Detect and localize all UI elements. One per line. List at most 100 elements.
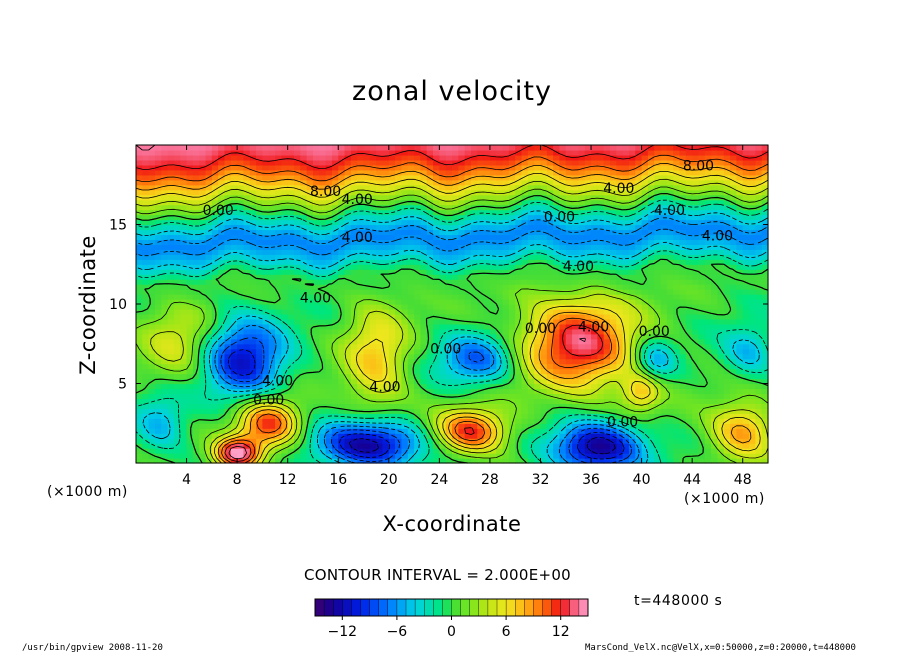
heatmap-cell	[496, 299, 504, 305]
heatmap-cell	[546, 219, 554, 226]
heatmap-cell	[414, 294, 421, 300]
heatmap-cell	[483, 299, 491, 305]
heatmap-cell	[723, 259, 731, 265]
heatmap-cell	[218, 418, 226, 424]
heatmap-cell	[496, 308, 504, 315]
heatmap-cell	[180, 368, 188, 375]
heatmap-cell	[218, 304, 226, 310]
heatmap-cell	[723, 274, 731, 280]
heatmap-cell	[553, 363, 561, 370]
heatmap-cell	[281, 318, 289, 325]
heatmap-cell	[420, 328, 428, 335]
heatmap-cell	[515, 368, 523, 375]
heatmap-cell	[224, 338, 232, 345]
heatmap-cell	[572, 398, 579, 404]
heatmap-cell	[622, 328, 630, 335]
heatmap-cell	[331, 328, 339, 335]
heatmap-cell	[439, 328, 447, 335]
heatmap-cell	[673, 219, 681, 226]
heatmap-cell	[565, 224, 573, 231]
heatmap-cell	[249, 318, 257, 325]
heatmap-cell	[496, 368, 504, 375]
heatmap-cell	[433, 304, 440, 310]
heatmap-cell	[647, 284, 655, 290]
heatmap-cell	[647, 353, 655, 360]
heatmap-cell	[426, 264, 434, 270]
heatmap-cell	[458, 343, 466, 350]
heatmap-cell	[186, 443, 194, 449]
heatmap-cell	[382, 328, 390, 335]
heatmap-cell	[148, 433, 156, 439]
heatmap-cell	[300, 368, 308, 375]
heatmap-cell	[502, 403, 510, 409]
heatmap-cell	[363, 393, 371, 400]
heatmap-cell	[173, 418, 181, 424]
heatmap-cell	[660, 234, 668, 241]
heatmap-cell	[281, 328, 289, 335]
heatmap-cell	[350, 398, 358, 404]
heatmap-cell	[350, 458, 358, 464]
heatmap-cell	[344, 388, 352, 395]
heatmap-cell	[489, 289, 497, 295]
heatmap-cell	[275, 453, 282, 459]
heatmap-cell	[382, 338, 390, 345]
heatmap-cell	[641, 269, 649, 275]
heatmap-cell	[559, 323, 567, 330]
heatmap-cell	[331, 219, 339, 226]
heatmap-cell	[704, 323, 712, 330]
heatmap-cell	[224, 423, 232, 429]
heatmap-cell	[376, 254, 384, 260]
heatmap-cell	[376, 428, 384, 434]
heatmap-cell	[489, 413, 497, 419]
heatmap-cell	[464, 229, 472, 236]
heatmap-cell	[692, 363, 700, 370]
heatmap-cell	[350, 393, 358, 400]
heatmap-cell	[584, 398, 592, 404]
heatmap-cell	[268, 274, 276, 280]
heatmap-cell	[622, 304, 630, 310]
heatmap-cell	[635, 323, 643, 330]
heatmap-cell	[458, 214, 466, 221]
heatmap-cell	[521, 284, 529, 290]
heatmap-cell	[388, 428, 396, 434]
heatmap-cell	[761, 443, 769, 449]
heatmap-cell	[452, 398, 459, 404]
heatmap-cell	[458, 448, 466, 454]
heatmap-cell	[578, 284, 586, 290]
heatmap-cell	[167, 418, 175, 424]
heatmap-cell	[565, 388, 573, 395]
heatmap-cell	[376, 383, 384, 390]
heatmap-cell	[180, 313, 188, 320]
heatmap-cell	[641, 219, 649, 226]
heatmap-cell	[401, 294, 409, 300]
heatmap-cell	[546, 338, 554, 345]
heatmap-cell	[199, 214, 207, 221]
heatmap-cell	[666, 289, 674, 295]
heatmap-cell	[148, 398, 156, 404]
heatmap-cell	[319, 378, 327, 385]
heatmap-cell	[199, 418, 207, 424]
heatmap-cell	[502, 254, 510, 260]
heatmap-cell	[470, 264, 478, 270]
heatmap-cell	[578, 388, 586, 395]
heatmap-cell	[521, 453, 529, 459]
heatmap-cell	[300, 383, 308, 390]
heatmap-cell	[578, 318, 586, 325]
heatmap-cell	[249, 358, 257, 365]
heatmap-cell	[654, 338, 662, 345]
heatmap-cell	[395, 383, 403, 390]
heatmap-cell	[218, 294, 226, 300]
heatmap-cell	[407, 358, 415, 365]
heatmap-cell	[534, 299, 542, 305]
heatmap-cell	[692, 373, 700, 380]
heatmap-cell	[218, 259, 226, 265]
heatmap-cell	[470, 363, 478, 370]
heatmap-cell	[439, 224, 447, 231]
heatmap-cell	[660, 249, 668, 255]
heatmap-cell	[496, 279, 504, 285]
heatmap-cell	[698, 304, 706, 310]
heatmap-cell	[173, 289, 181, 295]
heatmap-cell	[161, 304, 169, 310]
heatmap-cell	[230, 333, 238, 340]
heatmap-cell	[508, 224, 516, 231]
